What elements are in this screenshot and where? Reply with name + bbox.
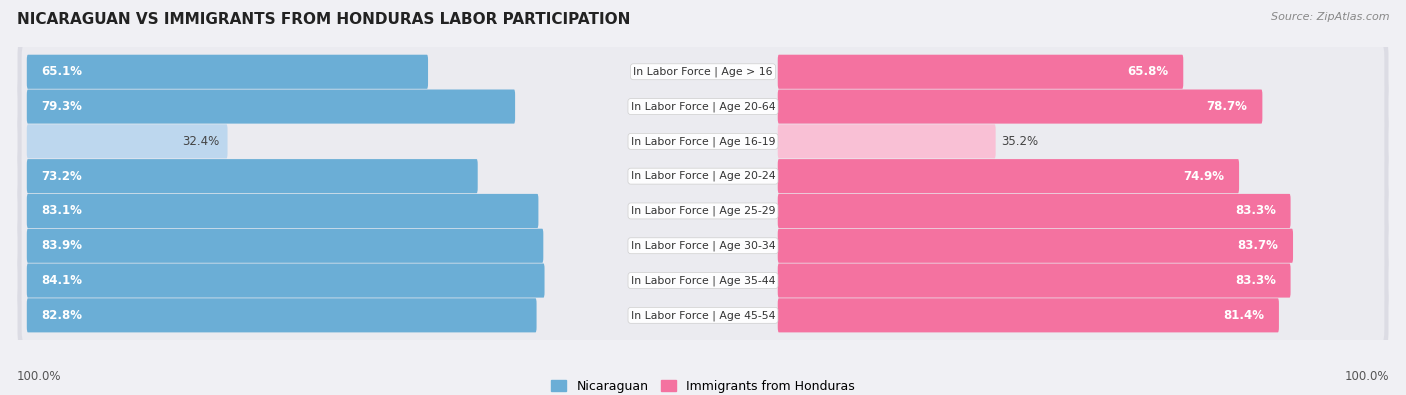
- FancyBboxPatch shape: [17, 178, 1389, 244]
- Text: 78.7%: 78.7%: [1206, 100, 1247, 113]
- FancyBboxPatch shape: [21, 218, 1385, 274]
- Legend: Nicaraguan, Immigrants from Honduras: Nicaraguan, Immigrants from Honduras: [547, 375, 859, 395]
- FancyBboxPatch shape: [17, 283, 1389, 348]
- Text: 73.2%: 73.2%: [42, 169, 83, 182]
- Text: 83.3%: 83.3%: [1234, 205, 1275, 218]
- Text: In Labor Force | Age 20-64: In Labor Force | Age 20-64: [631, 101, 775, 112]
- FancyBboxPatch shape: [27, 90, 515, 124]
- FancyBboxPatch shape: [17, 248, 1389, 313]
- Text: In Labor Force | Age 20-24: In Labor Force | Age 20-24: [631, 171, 775, 181]
- FancyBboxPatch shape: [21, 183, 1385, 239]
- FancyBboxPatch shape: [778, 124, 995, 158]
- Text: In Labor Force | Age 25-29: In Labor Force | Age 25-29: [631, 206, 775, 216]
- FancyBboxPatch shape: [778, 55, 1184, 89]
- Text: 82.8%: 82.8%: [42, 309, 83, 322]
- Text: 79.3%: 79.3%: [42, 100, 83, 113]
- FancyBboxPatch shape: [21, 288, 1385, 343]
- FancyBboxPatch shape: [17, 213, 1389, 278]
- FancyBboxPatch shape: [21, 44, 1385, 100]
- FancyBboxPatch shape: [27, 298, 537, 333]
- Text: 74.9%: 74.9%: [1184, 169, 1225, 182]
- FancyBboxPatch shape: [17, 143, 1389, 209]
- FancyBboxPatch shape: [27, 194, 538, 228]
- FancyBboxPatch shape: [27, 229, 543, 263]
- FancyBboxPatch shape: [27, 263, 544, 297]
- Text: 83.7%: 83.7%: [1237, 239, 1278, 252]
- FancyBboxPatch shape: [778, 298, 1279, 333]
- Text: In Labor Force | Age 16-19: In Labor Force | Age 16-19: [631, 136, 775, 147]
- Text: 32.4%: 32.4%: [183, 135, 219, 148]
- FancyBboxPatch shape: [27, 55, 427, 89]
- Text: 100.0%: 100.0%: [17, 370, 62, 383]
- FancyBboxPatch shape: [17, 109, 1389, 174]
- Text: In Labor Force | Age > 16: In Labor Force | Age > 16: [633, 66, 773, 77]
- Text: 35.2%: 35.2%: [1001, 135, 1039, 148]
- Text: 84.1%: 84.1%: [42, 274, 83, 287]
- FancyBboxPatch shape: [17, 39, 1389, 104]
- FancyBboxPatch shape: [21, 79, 1385, 134]
- FancyBboxPatch shape: [778, 229, 1294, 263]
- Text: 65.1%: 65.1%: [42, 65, 83, 78]
- FancyBboxPatch shape: [778, 194, 1291, 228]
- Text: 100.0%: 100.0%: [1344, 370, 1389, 383]
- Text: NICARAGUAN VS IMMIGRANTS FROM HONDURAS LABOR PARTICIPATION: NICARAGUAN VS IMMIGRANTS FROM HONDURAS L…: [17, 12, 630, 27]
- Text: In Labor Force | Age 35-44: In Labor Force | Age 35-44: [631, 275, 775, 286]
- Text: In Labor Force | Age 45-54: In Labor Force | Age 45-54: [631, 310, 775, 321]
- Text: 83.9%: 83.9%: [42, 239, 83, 252]
- FancyBboxPatch shape: [778, 159, 1239, 193]
- Text: 83.3%: 83.3%: [1234, 274, 1275, 287]
- Text: Source: ZipAtlas.com: Source: ZipAtlas.com: [1271, 12, 1389, 22]
- FancyBboxPatch shape: [21, 113, 1385, 169]
- Text: 83.1%: 83.1%: [42, 205, 83, 218]
- FancyBboxPatch shape: [21, 148, 1385, 204]
- FancyBboxPatch shape: [17, 74, 1389, 139]
- FancyBboxPatch shape: [27, 159, 478, 193]
- Text: 65.8%: 65.8%: [1128, 65, 1168, 78]
- FancyBboxPatch shape: [21, 253, 1385, 308]
- Text: 81.4%: 81.4%: [1223, 309, 1264, 322]
- Text: In Labor Force | Age 30-34: In Labor Force | Age 30-34: [631, 241, 775, 251]
- FancyBboxPatch shape: [778, 263, 1291, 297]
- FancyBboxPatch shape: [778, 90, 1263, 124]
- FancyBboxPatch shape: [27, 124, 228, 158]
